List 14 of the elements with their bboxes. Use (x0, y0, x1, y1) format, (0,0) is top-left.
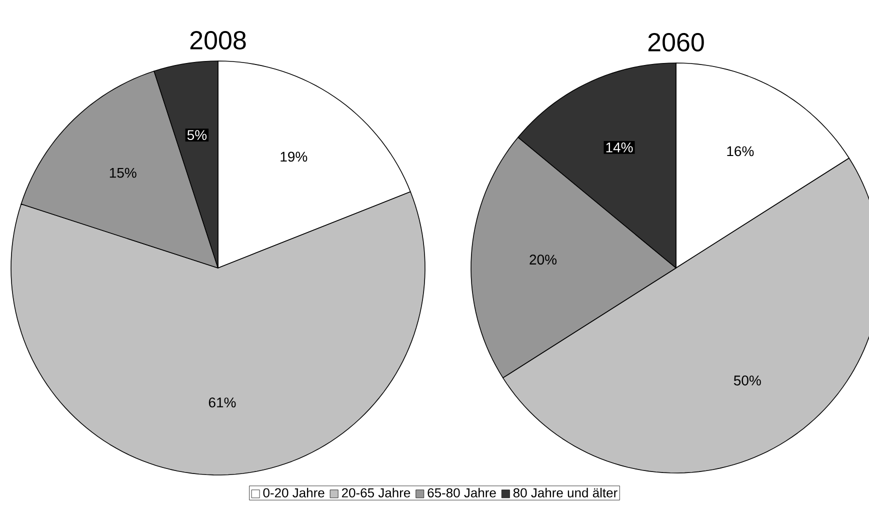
legend-label: 65-80 Jahre (428, 488, 496, 498)
data-label: 61% (208, 398, 236, 408)
data-label: 15% (110, 168, 136, 178)
data-label: 16% (727, 146, 754, 156)
chart-title: 2008 (190, 31, 246, 50)
legend-label: 20-65 Jahre (342, 488, 410, 498)
data-label: 20% (530, 254, 557, 265)
data-label: 5% (187, 130, 207, 140)
chart-title: 2060 (648, 33, 704, 52)
legend-label: 0-20 Jahre (263, 488, 324, 498)
data-label: 14% (606, 142, 633, 152)
legend-label: 80 Jahre und älter (513, 488, 618, 498)
data-label: 19% (280, 152, 308, 162)
data-label: 50% (734, 376, 761, 386)
